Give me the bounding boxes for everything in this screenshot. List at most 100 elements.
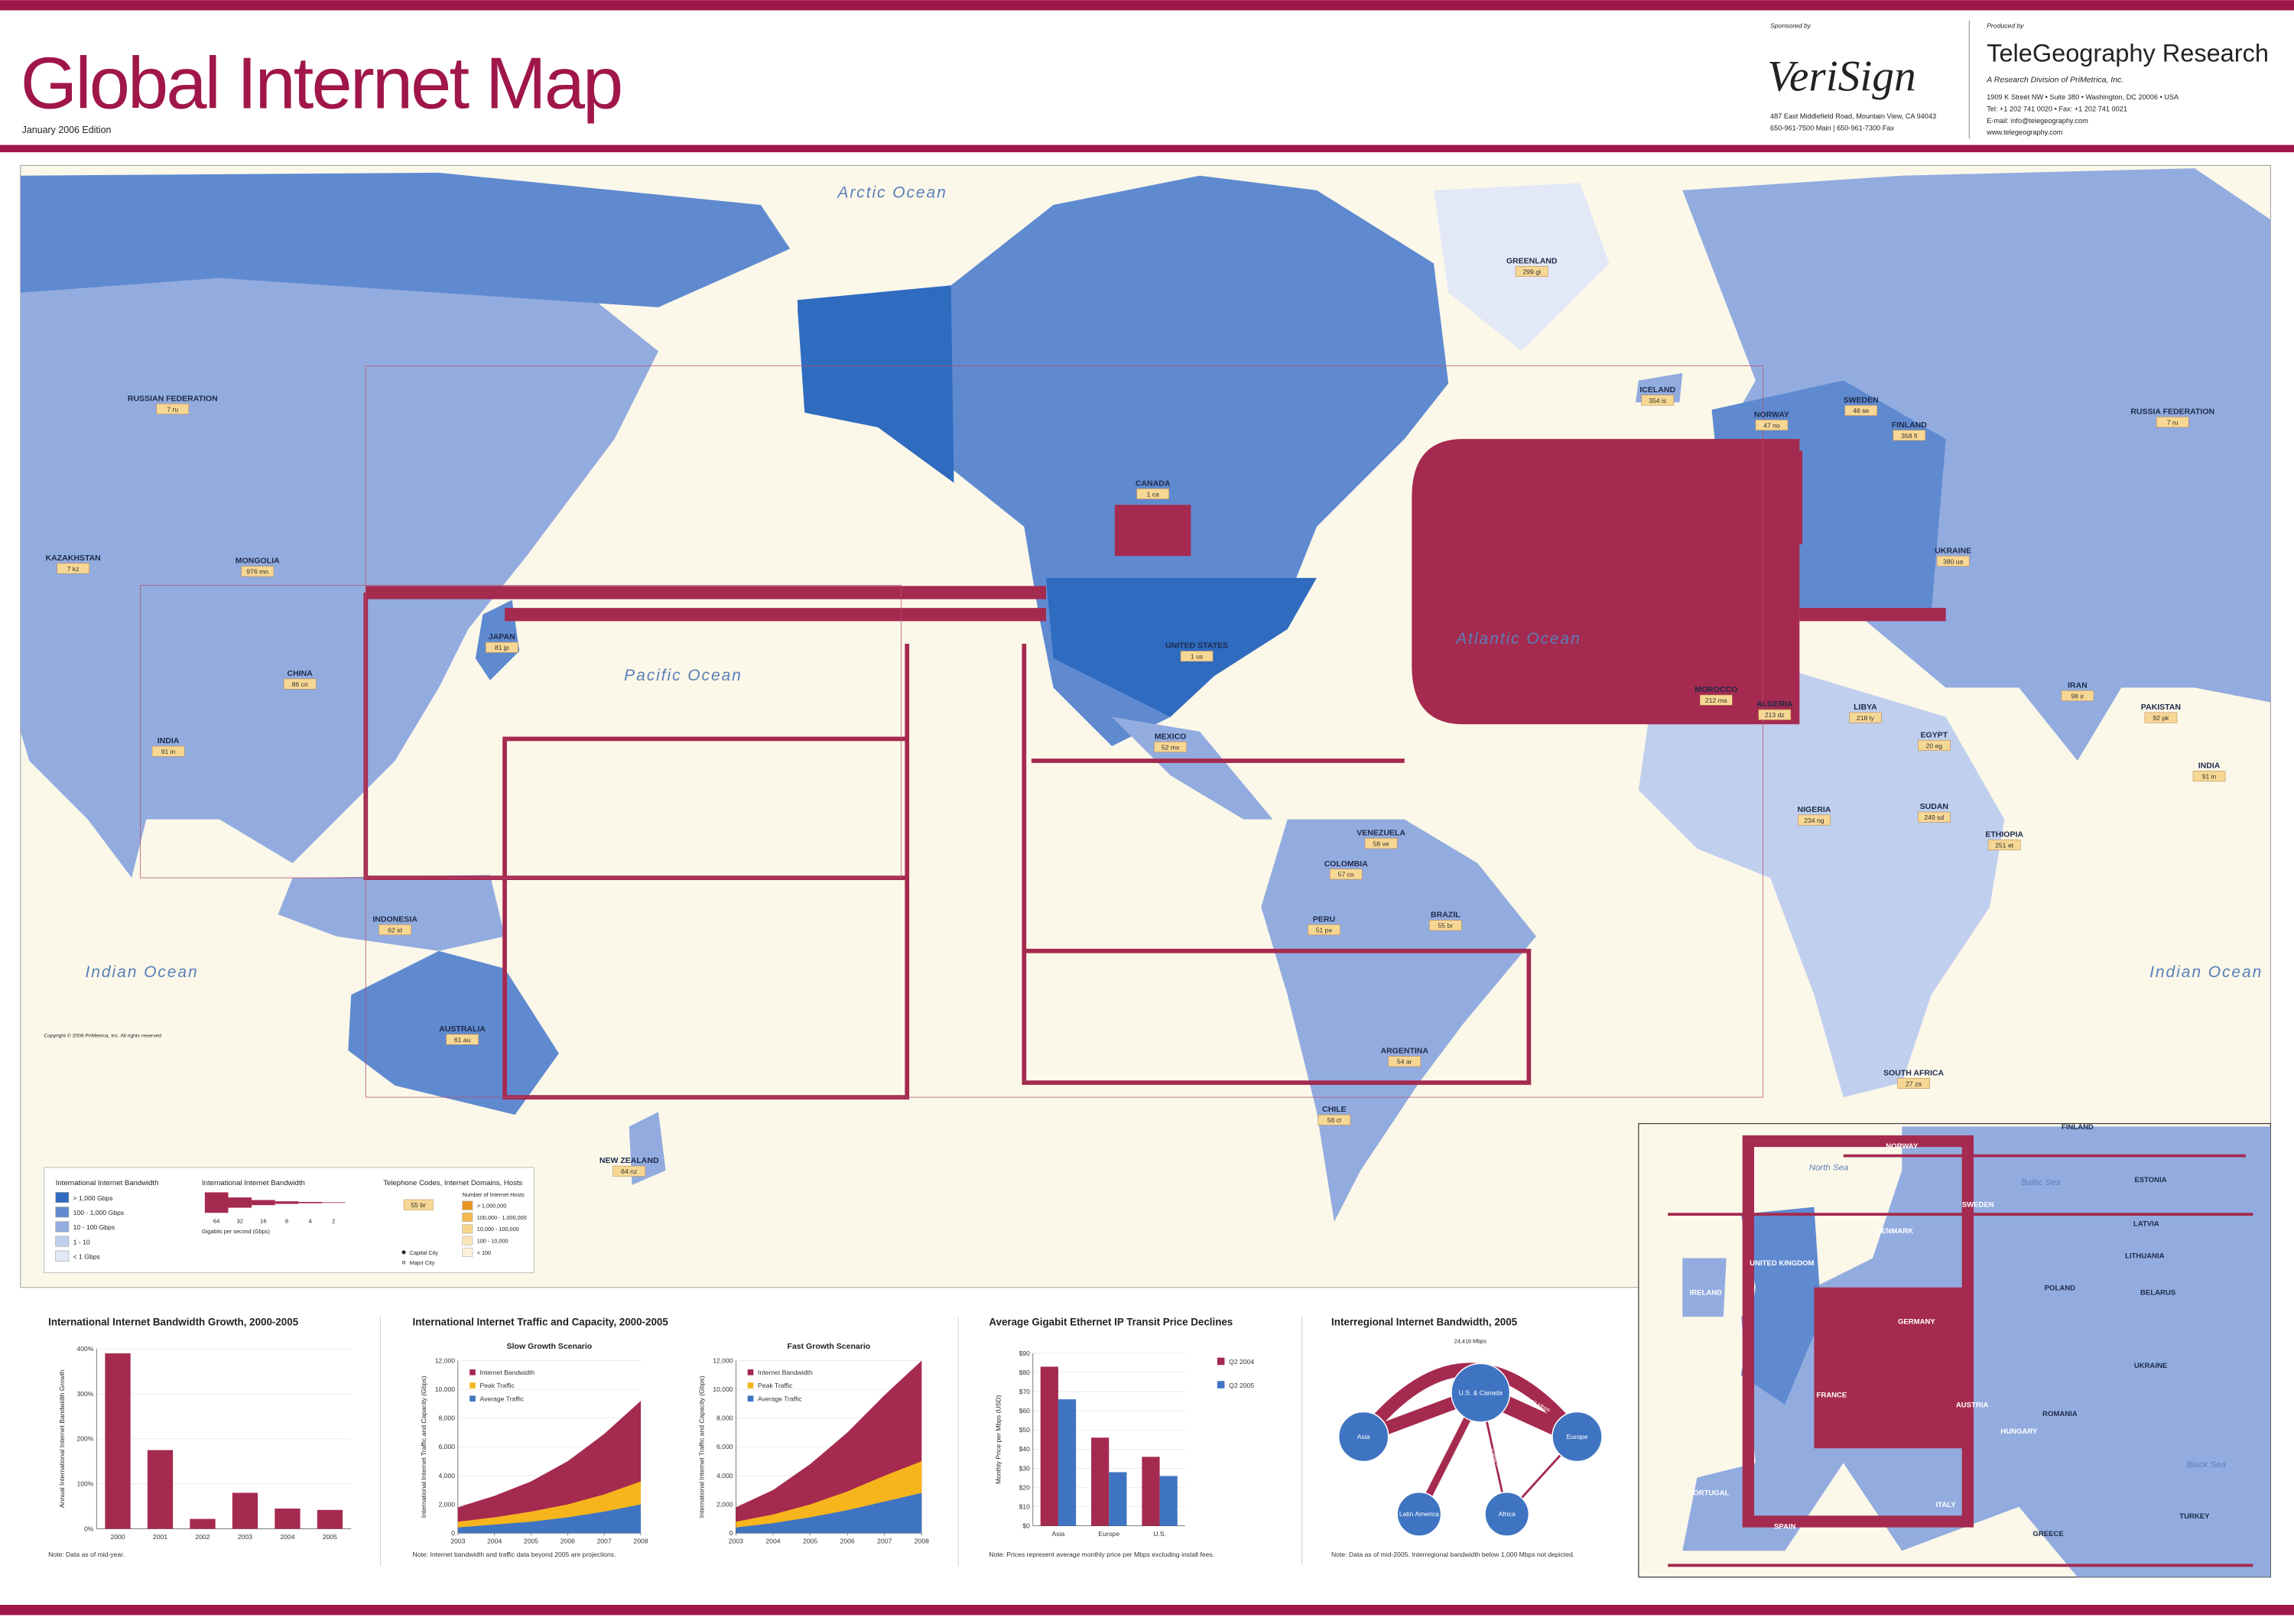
x-tick-label: 2003 xyxy=(450,1538,465,1545)
legend-label: Peak Traffic xyxy=(480,1382,515,1389)
pipe-width xyxy=(298,1202,322,1203)
chart-note: Note: Prices represent average monthly p… xyxy=(989,1551,1214,1558)
chart-subtitle: Fast Growth Scenario xyxy=(788,1342,871,1351)
region-label: Asia xyxy=(1357,1433,1370,1440)
bar xyxy=(232,1492,258,1529)
code-box xyxy=(1154,741,1187,752)
code-box xyxy=(1428,920,1462,931)
country-name: IRAN xyxy=(2068,680,2088,690)
city-symbol xyxy=(401,1261,406,1265)
region-label: Africa xyxy=(1499,1510,1516,1518)
route-frame xyxy=(140,585,902,879)
inset-country: BELARUS xyxy=(2140,1288,2175,1297)
country-code: 51 pe xyxy=(1316,926,1333,934)
code-box xyxy=(156,403,190,414)
code-box xyxy=(1897,1077,1930,1089)
legend-example: 55 br xyxy=(411,1201,426,1209)
code-box xyxy=(403,1199,434,1210)
country-name: LIBYA xyxy=(1854,703,1877,712)
country-name: ALGERIA xyxy=(1756,700,1793,709)
legend-swatch xyxy=(462,1212,473,1223)
link-label: 24,416 Mbps xyxy=(1454,1338,1487,1345)
code-box xyxy=(1388,1056,1422,1067)
legend-unit: Gigabits per second (Gbps) xyxy=(202,1228,270,1235)
country-code: 1 ca xyxy=(1147,490,1159,498)
bar xyxy=(1142,1457,1160,1526)
country-code: 98 ir xyxy=(2071,692,2084,700)
country-code: 46 se xyxy=(1853,407,1869,414)
region-label: U.S. & Canada xyxy=(1459,1389,1503,1396)
code-box xyxy=(1893,430,1926,441)
country-name: BRAZIL xyxy=(1431,911,1461,920)
inset-country: LITHUANIA xyxy=(2125,1252,2165,1261)
code-box xyxy=(1936,555,1970,567)
y-tick-label: 2,000 xyxy=(439,1500,456,1508)
country-name: NORWAY xyxy=(1754,410,1789,419)
country-name: UNITED STATES xyxy=(1165,641,1228,651)
pipe-width xyxy=(204,1192,229,1213)
inset-country: UNITED KINGDOM xyxy=(1750,1259,1814,1268)
region-label: Latin America xyxy=(1399,1510,1439,1518)
country-name: MOROCCO xyxy=(1695,685,1737,694)
country-code: 213 dz xyxy=(1765,711,1785,719)
y-tick-label: $90 xyxy=(1019,1350,1031,1357)
legend-title: International Internet Bandwidth xyxy=(202,1179,305,1187)
inset-country: POLAND xyxy=(2045,1285,2075,1293)
country-code: 27 za xyxy=(1906,1080,1922,1087)
y-tick-label: 0% xyxy=(84,1525,94,1532)
pipe-atlantic xyxy=(1412,439,1800,725)
code-box xyxy=(241,566,275,577)
country-name: UKRAINE xyxy=(1935,546,1971,555)
country-code: 91 in xyxy=(161,748,176,755)
y-tick-label: 8,000 xyxy=(716,1415,733,1422)
country-code: 61 au xyxy=(454,1036,471,1044)
code-box xyxy=(1798,814,1831,826)
country-name: INDIA xyxy=(2198,762,2221,771)
bar xyxy=(1091,1437,1110,1526)
inset-country: SWEDEN xyxy=(1962,1201,1994,1210)
y-tick-label: 4,000 xyxy=(439,1472,456,1479)
x-tick-label: Asia xyxy=(1052,1530,1065,1538)
code-box xyxy=(57,563,89,574)
producer-address: 1909 K Street NW • Suite 380 • Washingto… xyxy=(1987,93,2179,101)
x-tick-label: 2008 xyxy=(633,1538,648,1545)
x-tick-label: 2003 xyxy=(729,1538,743,1545)
country-code: 86 cn xyxy=(292,680,308,688)
country-name: PERU xyxy=(1313,914,1335,924)
legend-swatch xyxy=(470,1395,476,1402)
country-name: VENEZUELA xyxy=(1357,829,1405,838)
legend-label: 100,000 - 1,000,000 xyxy=(477,1214,527,1221)
inset-country: ITALY xyxy=(1936,1501,1957,1509)
country-code: 358 fi xyxy=(1901,432,1917,440)
header-rule xyxy=(0,145,2294,153)
legend-label: Peak Traffic xyxy=(758,1382,793,1389)
legend-label: 100 - 1,000 Gbps xyxy=(73,1209,124,1216)
legend-swatch xyxy=(470,1382,476,1389)
producer: TeleGeography Research xyxy=(1987,39,2269,67)
inset-country: GREECE xyxy=(2032,1530,2063,1538)
country-name: JAPAN xyxy=(489,632,515,641)
legend-label: Internet Bandwidth xyxy=(758,1369,813,1376)
bottom-bar xyxy=(0,1604,2294,1616)
inset-country: TURKEY xyxy=(2179,1512,2210,1521)
y-tick-label: 8,000 xyxy=(439,1415,456,1422)
legend-swatch xyxy=(462,1236,473,1246)
land-russia-west xyxy=(20,172,791,307)
bar xyxy=(1109,1472,1127,1526)
inset-country: SPAIN xyxy=(1774,1522,1796,1531)
country-code: 62 id xyxy=(388,926,402,934)
ocean-label: Atlantic Ocean xyxy=(1454,630,1581,648)
code-box xyxy=(1318,1114,1351,1125)
legend-label: Q2 2004 xyxy=(1229,1358,1254,1366)
capital-symbol xyxy=(401,1250,406,1255)
x-tick-label: 2001 xyxy=(153,1533,167,1541)
inset-country: UKRAINE xyxy=(2134,1362,2167,1370)
region-node xyxy=(1484,1491,1530,1537)
producer-address: www.telegeography.com xyxy=(1986,128,2063,136)
country-name: AUSTRALIA xyxy=(439,1025,486,1034)
x-tick-label: 2000 xyxy=(110,1533,125,1541)
y-tick-label: 12,000 xyxy=(713,1356,733,1364)
inset-country: FINLAND xyxy=(2062,1123,2094,1132)
land-central-america xyxy=(1112,716,1273,820)
legend-swatch xyxy=(470,1369,476,1376)
